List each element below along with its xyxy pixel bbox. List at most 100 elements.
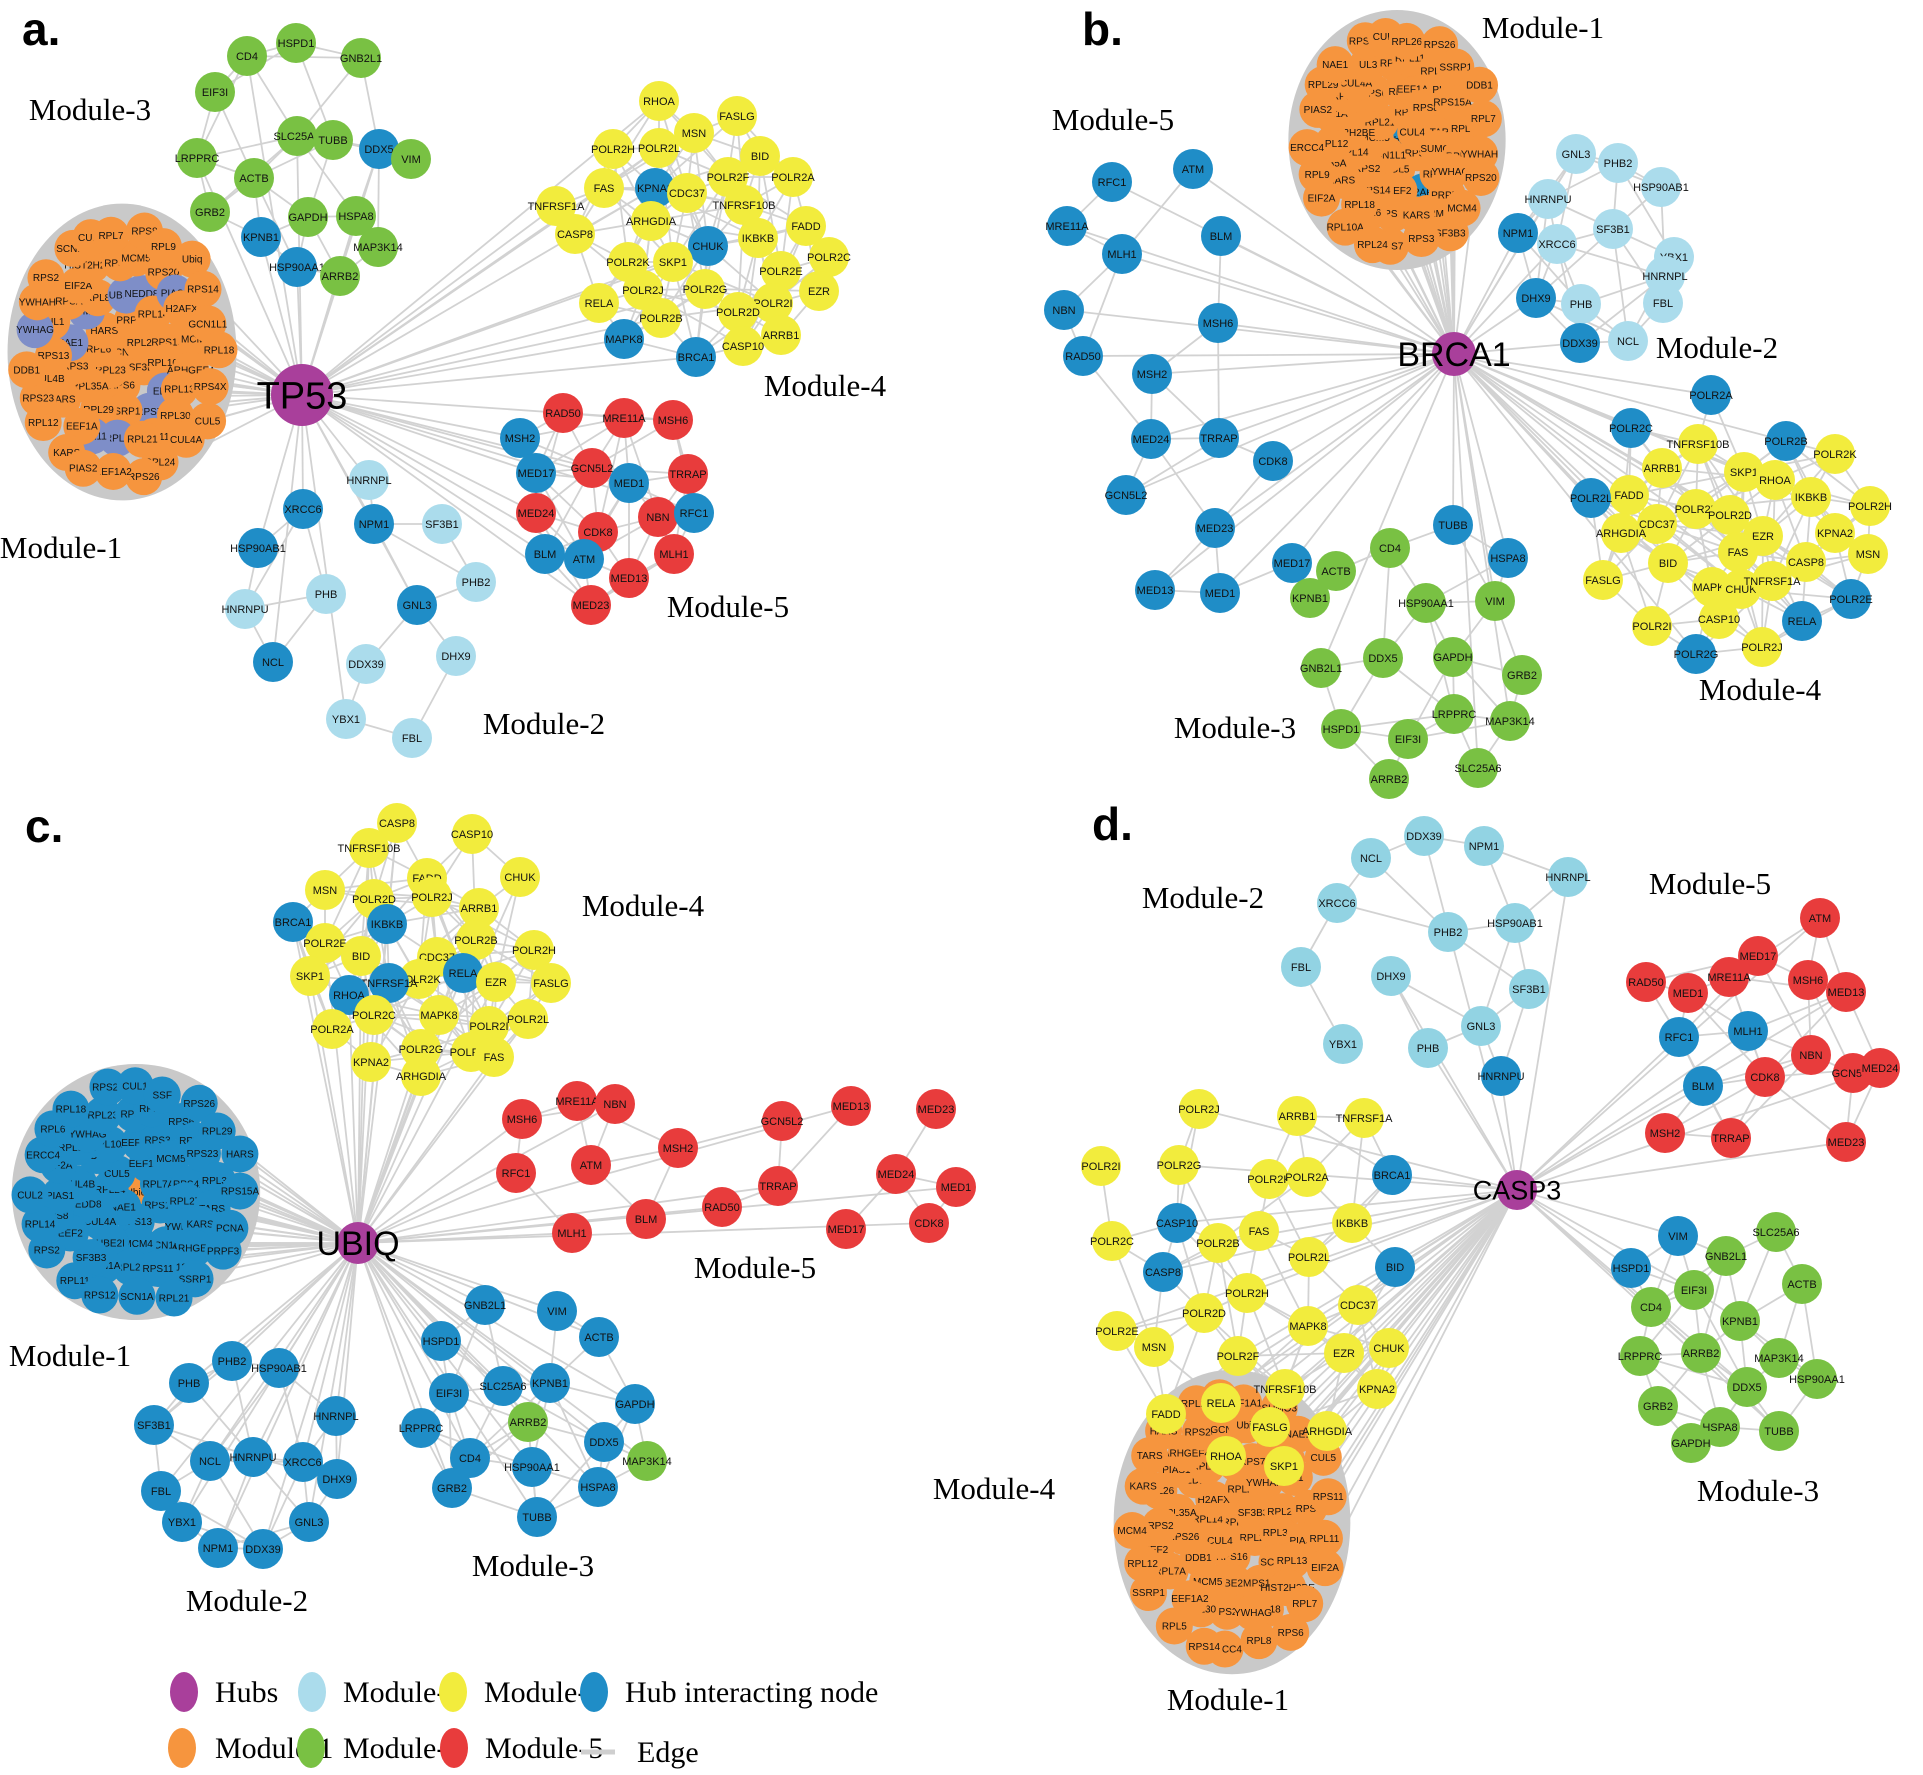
node-circle[interactable] [1782,1264,1822,1304]
node-circle[interactable] [826,1209,866,1249]
node-circle[interactable] [1759,1411,1799,1451]
node-circle[interactable] [225,589,265,629]
node-CASP10[interactable]: CASP10 [451,814,493,854]
node-circle[interactable] [312,1009,352,1049]
node-BRCA1[interactable]: BRCA1 [1372,1155,1412,1195]
node-circle[interactable] [579,1317,619,1357]
node-BRCA1[interactable]: BRCA1 [273,902,313,942]
node-circle[interactable] [1711,1118,1751,1158]
node-ATM[interactable]: ATM [1800,898,1840,938]
node-circle[interactable] [1461,1006,1501,1046]
node-circle[interactable] [496,1153,536,1193]
hub-circle[interactable] [1432,332,1476,376]
node-MED1[interactable]: MED1 [936,1167,976,1207]
node-NBN[interactable]: NBN [1044,290,1084,330]
node-circle[interactable] [738,218,778,258]
node-ARRB1[interactable]: ARRB1 [761,315,801,355]
node-circle[interactable] [916,1089,956,1129]
node-circle[interactable] [1631,1287,1671,1327]
node-EZR[interactable]: EZR [799,271,839,311]
node-circle[interactable] [1326,208,1364,246]
node-POLR2A[interactable]: POLR2A [310,1009,354,1049]
node-NCL[interactable]: NCL [190,1441,230,1481]
node-circle[interactable] [668,454,708,494]
node-POLR2I[interactable]: POLR2I [753,283,793,323]
node-IKBKB[interactable]: IKBKB [1332,1203,1372,1243]
node-circle[interactable] [1678,424,1718,464]
node-circle[interactable] [1433,505,1473,545]
node-circle[interactable] [1201,1383,1241,1423]
node-ACTB[interactable]: ACTB [1782,1264,1822,1304]
node-circle[interactable] [421,1321,461,1361]
node-circle[interactable] [1097,1311,1137,1351]
node-circle[interactable] [786,206,826,246]
node-SLC25A6[interactable]: SLC25A6 [1752,1212,1800,1252]
node-MSH2[interactable]: MSH2 [500,418,540,458]
node-circle[interactable] [1583,560,1623,600]
node-POLR2L[interactable]: POLR2L [638,128,680,168]
node-HNRNPU[interactable]: HNRNPU [1477,1056,1525,1096]
node-circle[interactable] [391,139,431,179]
node-ARHGDIA[interactable]: ARHGDIA [396,1056,447,1096]
node-XRCC6[interactable]: XRCC6 [1537,224,1577,264]
node-circle[interactable] [195,72,235,112]
node-circle[interactable] [667,173,707,213]
node-POLR2E[interactable]: POLR2E [759,251,803,291]
node-YBX1[interactable]: YBX1 [162,1502,202,1542]
node-DDX5[interactable]: DDX5 [584,1422,624,1462]
node-circle[interactable] [1371,956,1411,996]
node-circle[interactable] [1370,528,1410,568]
node-circle[interactable] [1215,1564,1253,1602]
node-circle[interactable] [392,718,432,758]
node-CASP8[interactable]: CASP8 [555,214,595,254]
node-HNRNPU[interactable]: HNRNPU [229,1437,277,1477]
node-circle[interactable] [412,877,452,917]
node-circle[interactable] [1727,1367,1767,1407]
node-circle[interactable] [11,1176,49,1214]
node-circle[interactable] [429,1373,469,1413]
node-EIF3I[interactable]: EIF3I [429,1373,469,1413]
node-CASP8[interactable]: CASP8 [377,803,417,843]
node-CDC37[interactable]: CDC37 [667,173,707,213]
node-VIM[interactable]: VIM [537,1291,577,1331]
node-DDX39[interactable]: DDX39 [346,644,386,684]
node-SLC25A6[interactable]: SLC25A6 [273,116,321,156]
node-RPS4X[interactable]: RPS4X [191,368,229,406]
node-KPNA2[interactable]: KPNA2 [351,1042,391,1082]
node-NPM1[interactable]: NPM1 [1464,826,1504,866]
node-TRRAP[interactable]: TRRAP [758,1166,798,1206]
node-circle[interactable] [584,168,624,208]
node-FASLG[interactable]: FASLG [717,96,757,136]
node-circle[interactable] [283,1442,323,1482]
node-POLR2D[interactable]: POLR2D [1708,495,1752,535]
node-circle[interactable] [1721,569,1761,609]
node-UBE2M[interactable]: UBE2M [1215,1564,1253,1602]
node-circle[interactable] [1184,1293,1224,1333]
node-MSN[interactable]: MSN [305,870,345,910]
node-circle[interactable] [1272,1613,1310,1651]
node-YWHAG[interactable]: YWHAG [1234,1593,1272,1631]
node-circle[interactable] [809,237,849,277]
node-KPNA2[interactable]: KPNA2 [635,168,675,208]
node-circle[interactable] [1626,962,1666,1002]
node-ACTB[interactable]: ACTB [579,1317,619,1357]
node-NBN[interactable]: NBN [638,497,678,537]
node-NBN[interactable]: NBN [1791,1035,1831,1075]
node-FASLG[interactable]: FASLG [531,963,571,1003]
node-circle[interactable] [19,379,57,417]
node-MRE11A[interactable]: MRE11A [602,398,646,438]
node-POLR2A[interactable]: POLR2A [771,157,815,197]
node-POLR2H[interactable]: POLR2H [1225,1273,1269,1313]
node-circle[interactable] [654,534,694,574]
node-HSP90AA1[interactable]: HSP90AA1 [504,1447,560,1487]
node-MED17[interactable]: MED17 [516,453,556,493]
node-ARRB2[interactable]: ARRB2 [1681,1333,1721,1373]
node-circle[interactable] [354,995,394,1035]
node-circle[interactable] [516,493,556,533]
node-circle[interactable] [1369,1328,1409,1368]
node-circle[interactable] [134,1405,174,1445]
node-circle[interactable] [658,1128,698,1168]
node-circle[interactable] [290,956,330,996]
node-MLH1[interactable]: MLH1 [1102,234,1142,274]
node-circle[interactable] [349,460,389,500]
